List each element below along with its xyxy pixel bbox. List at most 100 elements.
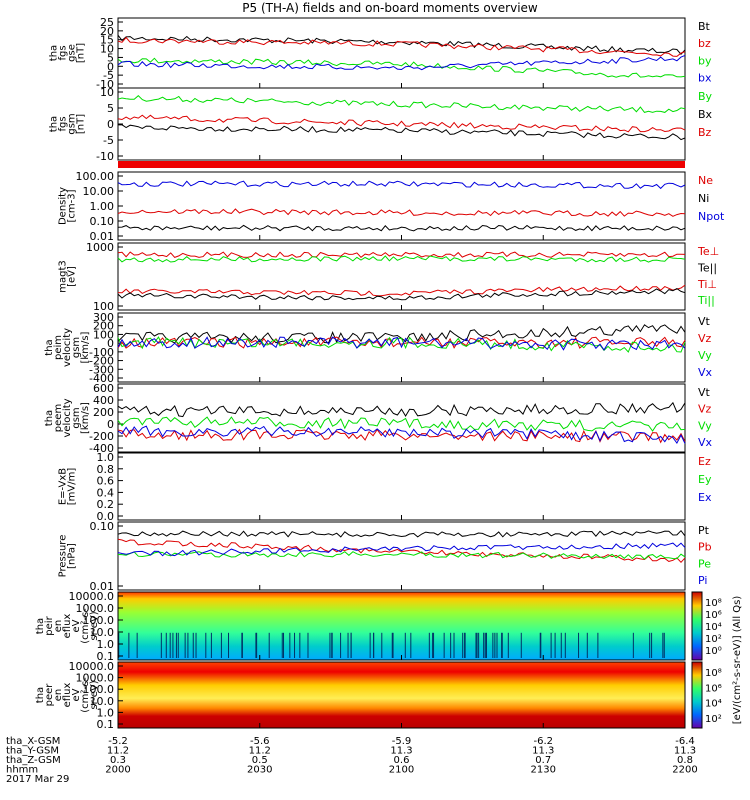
series-line-by (117, 57, 686, 78)
series-line-By (117, 95, 686, 113)
y-axis-label: eflux (62, 683, 73, 708)
legend-entry: Vy (698, 419, 712, 432)
ephemeris-row-label: 2017 Mar 29 (6, 774, 69, 785)
legend-entry: Ti|| (697, 294, 715, 307)
ephemeris-row-label: tha_Z-GSM (6, 755, 61, 766)
legend-entry: Vz (698, 403, 712, 416)
y-axis-label: fgs (58, 45, 69, 60)
ephemeris-value: -6.4 (675, 736, 695, 747)
series-line-Bt (117, 34, 686, 55)
ephemeris-value: -5.6 (250, 736, 270, 747)
legend-entry: Vt (698, 315, 711, 328)
y-tick-label: 0.2 (97, 498, 115, 511)
ephemeris-value: 2030 (247, 765, 272, 776)
series-line-Te⊥ (117, 284, 686, 297)
panel-temperature: 1000 100 magt3[eV] Te⊥ Te|| Ti⊥ Ti|| (58, 241, 720, 313)
y-tick-label: -10 (96, 150, 114, 163)
y-axis-label: [nT] (76, 114, 87, 134)
colorbar-electron (691, 661, 703, 729)
y-tick-label: 5 (107, 102, 114, 115)
y-tick-label: 10.0 (90, 626, 115, 639)
y-tick-label: 0.1 (97, 650, 115, 663)
y-tick-label: 1000 (86, 241, 114, 254)
y-tick-label: 300 (93, 311, 114, 324)
ephemeris-row-label: tha_Y-GSM (6, 746, 59, 757)
y-tick-label: -300 (89, 363, 114, 376)
colorbar-tick-label: 10² (705, 634, 722, 645)
y-tick-label: 0 (107, 60, 114, 73)
y-tick-label: 10000.0 (69, 590, 115, 603)
y-tick-label: 15 (100, 34, 114, 47)
y-axis-label: [mV/m] (67, 468, 78, 506)
ephemeris-value: 11.2 (249, 746, 271, 757)
y-tick-label: 0 (107, 337, 114, 350)
legend-entry: Pb (698, 541, 712, 554)
y-tick-label: 1.0 (97, 638, 115, 651)
y-axis-label: [nT] (76, 43, 87, 63)
series-line-Vt (117, 324, 686, 344)
y-axis-label: fgs (58, 116, 69, 131)
y-tick-label: 10.00 (83, 185, 115, 198)
y-tick-label: -10 (96, 78, 114, 91)
y-axis-label: peer (44, 683, 55, 707)
ephemeris-value: 2130 (531, 765, 556, 776)
y-tick-label: 10.0 (90, 695, 115, 708)
spectrogram-image (118, 662, 685, 728)
colorbar-ion (691, 591, 703, 661)
ephemeris-row-label: hhmm (6, 765, 38, 776)
ephemeris-value: 11.2 (107, 746, 129, 757)
series-line-bx (117, 54, 686, 71)
y-axis-label: tha (35, 618, 46, 634)
colorbar-tick-label: 10⁴ (705, 622, 722, 633)
series-line-Vx (117, 425, 686, 445)
ephemeris-value: 0.3 (110, 755, 126, 766)
series-line-bz (117, 36, 686, 57)
y-axis-label: [km/s] (80, 402, 91, 434)
legend-entry: Pt (698, 524, 710, 537)
legend-entry: Te⊥ (697, 245, 719, 258)
legend-entry: Vz (698, 332, 712, 345)
y-tick-label: -100 (89, 346, 114, 359)
y-tick-label: 0.10 (90, 520, 115, 533)
legend-entry: Vx (698, 436, 713, 449)
y-axis-label: velocity (62, 398, 73, 437)
ephemeris-value: 0.8 (677, 755, 693, 766)
y-axis-label: (cm²-s- (80, 677, 91, 713)
legend-entry: Ez (698, 455, 711, 468)
ephemeris-value: 2200 (672, 765, 697, 776)
data-quality-bar (118, 161, 685, 168)
ephemeris-value: 2100 (389, 765, 414, 776)
y-tick-label: 100 (93, 300, 114, 313)
series-line-Bz (117, 114, 686, 133)
series-line-Te|| (117, 288, 686, 301)
y-axis-label: [cm-3] (67, 189, 78, 222)
ephemeris-row-label: tha_X-GSM (6, 736, 60, 747)
y-tick-label: 0.01 (90, 580, 115, 593)
series-line-Npot (117, 180, 686, 190)
colorbar-tick-label: 10⁸ (705, 668, 722, 679)
ephemeris-value: -5.2 (108, 736, 128, 747)
ephemeris-value: 0.7 (535, 755, 551, 766)
y-axis-label: tha (49, 116, 60, 132)
y-tick-label: 100 (93, 328, 114, 341)
legend-entry: Ne (698, 174, 713, 187)
y-tick-label: 0 (107, 418, 114, 431)
y-tick-label: -400 (89, 372, 114, 385)
y-axis-label: en (53, 620, 64, 633)
series-line-Pe (117, 551, 686, 560)
y-tick-label: 10000.0 (69, 660, 115, 673)
panel-frame (117, 17, 686, 89)
figure-title: P5 (TH-A) fields and on-board moments ov… (242, 1, 538, 15)
y-tick-label: 100.00 (76, 170, 115, 183)
legend-entry: Vt (698, 386, 711, 399)
legend-entry: Ey (698, 473, 712, 486)
y-axis-label: (cm²-s- (80, 608, 91, 644)
legend-entry: by (698, 54, 712, 67)
series-line-Ni (117, 224, 686, 232)
